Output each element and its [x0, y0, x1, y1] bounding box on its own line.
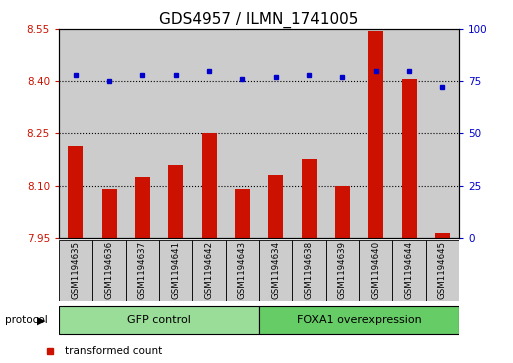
Text: GSM1194641: GSM1194641: [171, 241, 180, 299]
Bar: [126, 29, 159, 238]
Text: GSM1194640: GSM1194640: [371, 241, 380, 299]
Bar: [326, 29, 359, 238]
Text: protocol: protocol: [5, 315, 48, 325]
Bar: [292, 240, 326, 301]
Text: GFP control: GFP control: [127, 315, 191, 325]
Bar: [392, 29, 426, 238]
Bar: [402, 79, 417, 238]
Bar: [59, 29, 92, 238]
Bar: [426, 240, 459, 301]
Text: GSM1194637: GSM1194637: [138, 241, 147, 299]
Bar: [235, 189, 250, 238]
Title: GDS4957 / ILMN_1741005: GDS4957 / ILMN_1741005: [160, 12, 359, 28]
Bar: [192, 29, 226, 238]
Text: GSM1194638: GSM1194638: [305, 241, 313, 299]
Bar: [292, 29, 326, 238]
Text: GSM1194634: GSM1194634: [271, 241, 280, 299]
Text: GSM1194639: GSM1194639: [338, 241, 347, 299]
Bar: [259, 240, 292, 301]
Bar: [368, 31, 383, 238]
Bar: [426, 29, 459, 238]
Bar: [326, 240, 359, 301]
Bar: [359, 240, 392, 301]
Bar: [135, 177, 150, 238]
Bar: [302, 159, 317, 238]
Bar: [392, 240, 426, 301]
Bar: [159, 240, 192, 301]
Bar: [102, 189, 116, 238]
Bar: [226, 29, 259, 238]
Text: FOXA1 overexpression: FOXA1 overexpression: [297, 315, 422, 325]
Text: GSM1194642: GSM1194642: [205, 241, 213, 299]
Bar: [259, 29, 292, 238]
Bar: [92, 240, 126, 301]
Bar: [359, 29, 392, 238]
Bar: [59, 240, 92, 301]
Bar: [435, 233, 450, 238]
Bar: [268, 175, 283, 238]
Text: GSM1194645: GSM1194645: [438, 241, 447, 299]
Bar: [168, 165, 183, 238]
Bar: [335, 185, 350, 238]
Text: GSM1194643: GSM1194643: [238, 241, 247, 299]
Bar: [59, 306, 259, 334]
Bar: [192, 240, 226, 301]
Text: GSM1194636: GSM1194636: [105, 241, 113, 299]
Text: transformed count: transformed count: [65, 346, 162, 356]
Bar: [202, 133, 216, 238]
Bar: [159, 29, 192, 238]
Text: GSM1194644: GSM1194644: [405, 241, 413, 299]
Bar: [126, 240, 159, 301]
Bar: [92, 29, 126, 238]
Text: ▶: ▶: [37, 315, 46, 325]
Text: GSM1194635: GSM1194635: [71, 241, 80, 299]
Bar: [226, 240, 259, 301]
Bar: [259, 306, 459, 334]
Bar: [68, 146, 83, 238]
